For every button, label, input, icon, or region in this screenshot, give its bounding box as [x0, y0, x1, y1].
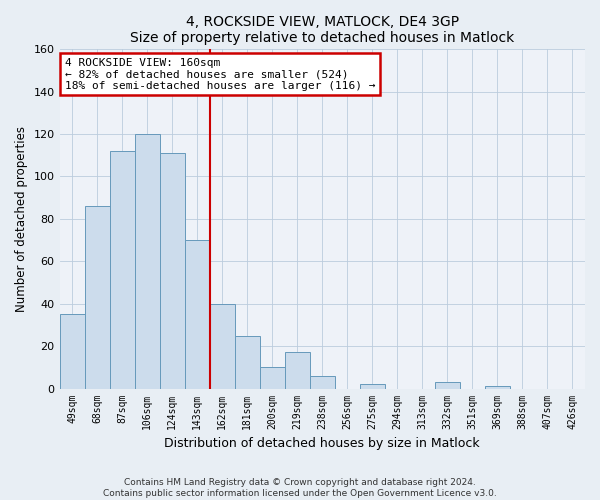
Bar [310, 376, 335, 388]
Bar [209, 304, 235, 388]
Bar [435, 382, 460, 388]
Text: Contains HM Land Registry data © Crown copyright and database right 2024.
Contai: Contains HM Land Registry data © Crown c… [103, 478, 497, 498]
Bar [235, 336, 260, 388]
Bar [360, 384, 385, 388]
Text: 4 ROCKSIDE VIEW: 160sqm
← 82% of detached houses are smaller (524)
18% of semi-d: 4 ROCKSIDE VIEW: 160sqm ← 82% of detache… [65, 58, 375, 91]
Bar [260, 368, 285, 388]
Bar [59, 314, 85, 388]
Bar [110, 151, 134, 388]
Bar [85, 206, 110, 388]
Bar [185, 240, 209, 388]
Y-axis label: Number of detached properties: Number of detached properties [15, 126, 28, 312]
Bar [485, 386, 510, 388]
X-axis label: Distribution of detached houses by size in Matlock: Distribution of detached houses by size … [164, 437, 480, 450]
Title: 4, ROCKSIDE VIEW, MATLOCK, DE4 3GP
Size of property relative to detached houses : 4, ROCKSIDE VIEW, MATLOCK, DE4 3GP Size … [130, 15, 514, 45]
Bar [160, 153, 185, 388]
Bar [134, 134, 160, 388]
Bar [285, 352, 310, 388]
